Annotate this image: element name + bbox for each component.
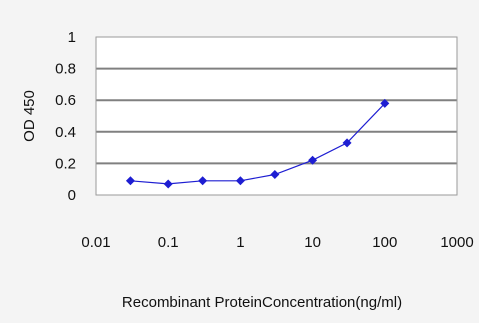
x-tick-label: 1 bbox=[236, 234, 244, 251]
y-tick-label: 0 bbox=[68, 187, 76, 204]
x-tick-label: 1000 bbox=[440, 234, 473, 251]
grid-lines bbox=[96, 67, 457, 165]
y-tick-label: 0.6 bbox=[55, 92, 76, 109]
plot-frame bbox=[95, 36, 458, 196]
data-point-marker bbox=[270, 169, 280, 179]
y-axis-title: OD 450 bbox=[21, 90, 38, 142]
data-point-marker bbox=[125, 176, 135, 186]
plot-area bbox=[96, 37, 457, 195]
x-tick-label: 0.1 bbox=[158, 234, 179, 251]
y-tick-label: 0.2 bbox=[55, 155, 76, 172]
data-point-marker bbox=[198, 176, 208, 186]
x-tick-label: 10 bbox=[304, 234, 321, 251]
data-point-marker bbox=[342, 138, 352, 148]
x-axis-title: Recombinant ProteinConcentration(ng/ml) bbox=[122, 294, 402, 311]
data-point-marker bbox=[163, 179, 173, 189]
y-tick-label: 0.4 bbox=[55, 124, 76, 141]
data-point-marker bbox=[235, 176, 245, 186]
y-axis-tick-labels: 0 0.2 0.4 0.6 0.8 1 bbox=[55, 29, 76, 204]
x-axis-tick-labels: 0.01 0.1 1 10 100 1000 bbox=[81, 234, 473, 251]
y-tick-label: 0.8 bbox=[55, 61, 76, 78]
x-tick-label: 100 bbox=[372, 234, 397, 251]
series-line bbox=[130, 102, 386, 185]
series-layer bbox=[125, 98, 390, 189]
y-tick-label: 1 bbox=[68, 29, 76, 46]
x-tick-label: 0.01 bbox=[81, 234, 110, 251]
data-point-marker bbox=[380, 98, 390, 108]
data-point-marker bbox=[308, 155, 318, 165]
